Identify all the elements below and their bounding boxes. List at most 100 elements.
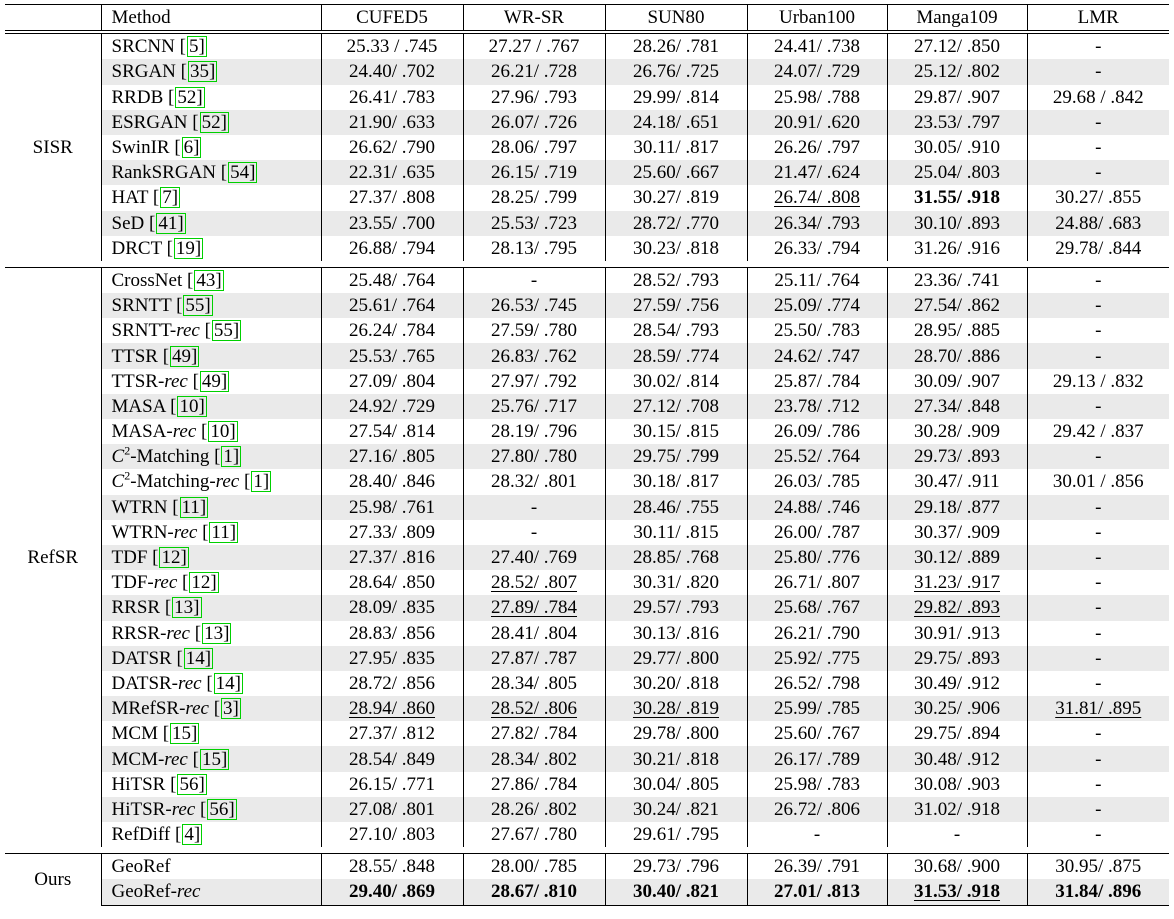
metric-value: 26.76/ .725 [632,61,720,83]
citation-link[interactable]: 56] [207,798,237,820]
metric-value: 29.73/ .893 [913,446,1001,468]
citation-link[interactable]: 52] [199,111,229,133]
table-row: SRGAN [35] 24.40/ .702 26.21/ .728 26.76/ .… [5,59,1169,85]
citation-link[interactable]: 52] [175,86,205,108]
metric-cell: 30.40/ .821 [605,879,748,906]
metric-cell: 27.54/ .862 [887,293,1028,319]
citation-link[interactable]: 6] [181,137,202,159]
method-cell: RRSR-rec [13] [101,620,322,646]
citation-link[interactable]: 11] [179,496,209,518]
metric-cell: 31.53/ .918 [887,879,1028,906]
metric-value: - [1095,773,1102,795]
citation-link[interactable]: 11] [209,521,239,543]
citation-link[interactable]: 4] [182,824,203,846]
metric-value: 30.40/ .821 [632,881,720,903]
metric-cell: 30.23/ .818 [605,235,748,261]
metric-cell: 30.11/ .815 [605,519,748,545]
metric-cell: 30.18/ .817 [605,469,748,495]
metric-cell: 29.18/ .877 [887,494,1028,520]
metric-value: - [1095,672,1102,694]
metric-value: 29.78/ .800 [632,723,720,745]
metric-cell: 26.62/ .790 [321,134,464,161]
citation-link[interactable]: 3] [221,698,241,720]
metric-cell: 27.86/ .784 [463,771,606,797]
metric-cell: 23.36/ .741 [887,267,1028,294]
metric-cell: 29.61/ .795 [605,822,748,848]
metric-value: 25.80/ .776 [773,547,861,569]
method-cell: ESRGAN [52] [101,109,322,135]
table-row: TTSR-rec [49] 27.09/ .804 27.97/ .792 30.02… [5,368,1169,394]
metric-value: - [1095,446,1102,468]
citation-link[interactable]: 7] [160,187,181,209]
citation-link[interactable]: 55] [211,320,242,342]
metric-cell: 28.72/ .770 [605,210,748,236]
citation-link[interactable]: 14] [213,672,243,694]
citation-number: 12 [191,572,211,594]
method-name: GeoRef [111,856,171,878]
metric-value: 28.59/ .774 [632,345,720,367]
citation-link[interactable]: 5] [186,36,207,58]
metric-value: - [1095,162,1102,184]
citation-link[interactable]: 12] [159,547,189,569]
metric-value: 26.71/ .807 [773,572,861,594]
metric-value: 24.40/ .702 [348,61,436,83]
metric-value: 27.16/ .805 [348,446,436,468]
method-name: RefDiff [111,824,171,846]
citation-link[interactable]: 1] [221,446,242,468]
metric-cell: 29.78/ .844 [1027,236,1169,261]
metric-cell: 24.88/ .683 [1027,210,1169,236]
citation-link[interactable]: 1] [251,471,272,493]
metric-value: 25.98/ .761 [348,496,436,518]
citation-link[interactable]: 12] [189,572,219,594]
citation-link[interactable]: 13] [202,622,232,644]
metric-cell: 27.16/ .805 [321,444,464,470]
citation-link[interactable]: 43] [194,269,224,291]
citation-link[interactable]: 15] [170,723,200,745]
citation-link[interactable]: 15] [199,748,230,770]
metric-cell: 30.27/ .819 [605,185,748,211]
citation-link[interactable]: 14] [183,647,214,669]
citation-link[interactable]: 10] [177,395,207,417]
metric-cell: 27.59/ .756 [605,293,748,319]
citation-link[interactable]: 49] [170,345,200,367]
metric-cell: 26.00/ .787 [747,519,888,545]
citation-link[interactable]: 56] [177,773,207,795]
citation-link[interactable]: 10] [208,421,238,443]
metric-cell: 26.24/ .784 [321,318,464,344]
table-row: DATSR [14] 27.95/ .835 27.87/ .787 29.77/ .… [5,645,1169,671]
citation-link[interactable]: 19] [173,237,204,259]
metric-value: 30.05/ .910 [913,137,1001,159]
citation-link[interactable]: 41] [156,212,186,234]
metric-cell: 27.01/ .813 [747,879,888,906]
method-prefix: C [111,471,125,493]
metric-cell: 31.55/ .918 [887,185,1028,211]
metric-value: 30.13/ .816 [632,622,720,644]
metric-cell: 28.06/ .797 [463,134,606,161]
citation-link[interactable]: 54] [228,162,258,184]
method-cell: SRNTT [55] [101,293,322,319]
citation-link[interactable]: 13] [172,597,202,619]
metric-value: 28.25/ .799 [490,187,578,209]
metric-value: - [1095,622,1102,644]
metric-value: 31.26/ .916 [913,237,1001,259]
group-label: SISR [5,33,102,261]
metric-value: 29.87/ .907 [913,86,1001,108]
metric-cell: 26.71/ .807 [747,570,888,596]
metric-value: 30.24/ .821 [632,798,720,820]
metric-value: 25.60/ .767 [773,723,861,745]
metric-value: 24.18/ .651 [632,111,720,133]
metric-value: 27.59/ .756 [632,295,720,317]
metric-cell: 27.37/ .808 [321,185,464,211]
method-variant: rec [173,521,198,543]
metric-cell: 30.49/ .912 [887,670,1028,697]
citation-link[interactable]: 35] [187,61,218,83]
metric-value: - [530,496,538,518]
metric-cell: - [1027,267,1169,293]
citation-link[interactable]: 49] [199,370,230,392]
metric-cell: 24.41/ .738 [747,33,888,60]
metric-value: 25.92/ .775 [773,647,861,669]
metric-value: - [1095,723,1102,745]
metric-cell: 23.78/ .712 [747,393,888,419]
citation-link[interactable]: 55] [183,295,213,317]
citation-number: 7 [162,187,172,209]
